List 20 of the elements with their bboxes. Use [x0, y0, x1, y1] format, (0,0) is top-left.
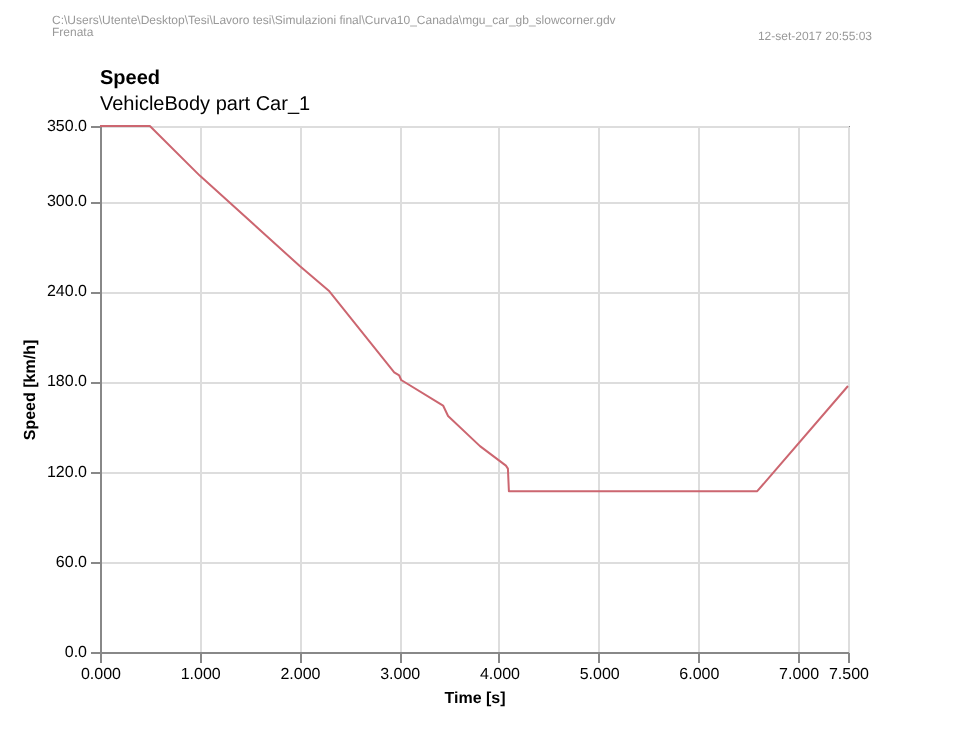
- y-tick-label: 350.0: [46, 117, 89, 135]
- y-tick-label: 300.0: [46, 192, 89, 211]
- x-tick-label: 6.000: [679, 665, 721, 683]
- x-tick-label: 2.000: [280, 665, 322, 683]
- x-tick-label: 5.000: [579, 665, 621, 683]
- x-tick-label: 7.500: [828, 665, 871, 683]
- x-axis-title: Time [s]: [444, 689, 507, 707]
- x-tick-label: 0.000: [80, 665, 123, 683]
- y-tick-label: 240.0: [46, 282, 89, 301]
- x-tick-label: 4.000: [479, 665, 522, 683]
- y-tick-label: 180.0: [46, 372, 89, 391]
- chart-title: Speed: [100, 68, 161, 90]
- y-tick-label: 120.0: [46, 462, 89, 481]
- y-tick-label: 60.0: [55, 552, 89, 571]
- x-tick-label: 3.000: [380, 665, 422, 683]
- x-tick-label: 7.000: [779, 665, 821, 683]
- chart-subtitle: VehicleBody part Car_1: [100, 94, 311, 116]
- x-tick-label: 1.000: [180, 665, 222, 683]
- y-tick-label: 0.0: [64, 643, 89, 661]
- y-axis-title: Speed [km/h]: [20, 339, 39, 441]
